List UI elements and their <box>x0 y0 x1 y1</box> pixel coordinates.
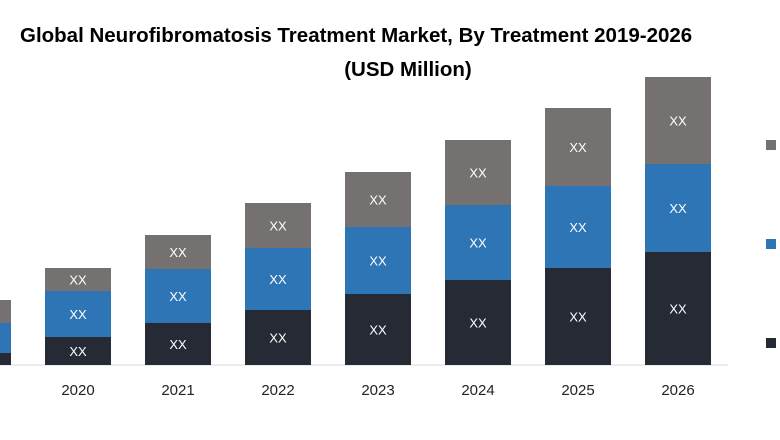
data-label-2026-s1: XX <box>669 302 687 317</box>
data-label-2021-s2: XX <box>169 289 187 304</box>
bar-segment-2023-s3 <box>345 172 411 227</box>
bar-segment-2025-s2 <box>545 186 611 268</box>
bar-segment-2020-s2 <box>45 291 111 337</box>
data-label-2025-s3: XX <box>569 140 587 155</box>
bar-segment-2020-s3 <box>45 268 111 291</box>
x-tick-label-2025: 2025 <box>561 382 594 399</box>
bar-segment-2021-s1 <box>145 323 211 365</box>
data-label-2023-s3: XX <box>369 193 387 208</box>
x-tick-label-2021: 2021 <box>161 382 194 399</box>
bar-segment-2025-s1 <box>545 268 611 365</box>
bar-segment-2022-s3 <box>245 203 311 248</box>
data-label-2025-s1: XX <box>569 310 587 325</box>
bar-segment-2022-s1 <box>245 310 311 365</box>
data-label-2023-s1: XX <box>369 323 387 338</box>
bar-segment-2026-s2 <box>645 164 711 252</box>
data-label-2024-s2: XX <box>469 236 487 251</box>
chart-subtitle: (USD Million) <box>344 58 472 81</box>
x-tick-label-2020: 2020 <box>61 382 94 399</box>
x-tick-label-2022: 2022 <box>261 382 294 399</box>
bar-segment-2021-s2 <box>145 269 211 323</box>
legend-swatch-s1 <box>766 338 776 348</box>
bar-segment-2026-s1 <box>645 252 711 365</box>
legend-swatch-s3 <box>766 140 776 150</box>
data-label-2022-s2: XX <box>269 272 287 287</box>
chart-title: Global Neurofibromatosis Treatment Marke… <box>20 24 693 47</box>
bar-segment-2019-s1 <box>0 353 11 365</box>
data-label-2023-s2: XX <box>369 254 387 269</box>
bar-segment-2023-s1 <box>345 294 411 365</box>
bar-segment-2022-s2 <box>245 248 311 310</box>
x-tick-label-2024: 2024 <box>461 382 494 399</box>
bar-segment-2024-s3 <box>445 140 511 205</box>
bar-segment-2026-s3 <box>645 77 711 164</box>
legend-swatch-s2 <box>766 239 776 249</box>
x-tick-label-2026: 2026 <box>661 382 694 399</box>
data-label-2020-s1: XX <box>69 344 87 359</box>
data-label-2026-s2: XX <box>669 201 687 216</box>
bar-segment-2024-s1 <box>445 280 511 365</box>
data-label-2021-s3: XX <box>169 245 187 260</box>
bar-segment-2024-s2 <box>445 205 511 280</box>
bar-segment-2021-s3 <box>145 235 211 269</box>
x-tick-label-2023: 2023 <box>361 382 394 399</box>
bar-segment-2020-s1 <box>45 337 111 365</box>
data-label-2026-s3: XX <box>669 114 687 129</box>
bar-segment-2025-s3 <box>545 108 611 186</box>
data-label-2020-s3: XX <box>69 273 87 288</box>
data-label-2024-s1: XX <box>469 316 487 331</box>
data-label-2021-s1: XX <box>169 337 187 352</box>
data-label-2024-s3: XX <box>469 166 487 181</box>
bar-segment-2023-s2 <box>345 227 411 294</box>
data-label-2022-s1: XX <box>269 331 287 346</box>
data-label-2025-s2: XX <box>569 220 587 235</box>
data-label-2022-s3: XX <box>269 219 287 234</box>
data-label-2020-s2: XX <box>69 307 87 322</box>
bar-segment-2019-s2 <box>0 323 11 353</box>
bar-segment-2019-s3 <box>0 300 11 323</box>
